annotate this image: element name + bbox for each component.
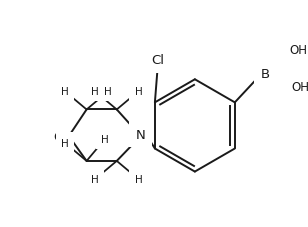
- Text: H: H: [135, 87, 142, 97]
- Text: H: H: [61, 138, 69, 148]
- Text: OH: OH: [289, 43, 307, 56]
- Text: H: H: [104, 87, 112, 97]
- Text: H: H: [91, 174, 99, 184]
- Text: O: O: [53, 130, 63, 143]
- Text: H: H: [91, 87, 99, 97]
- Text: H: H: [135, 174, 142, 184]
- Text: OH: OH: [292, 81, 308, 94]
- Text: N: N: [136, 128, 146, 141]
- Text: H: H: [61, 87, 69, 97]
- Text: Cl: Cl: [151, 54, 164, 67]
- Text: B: B: [261, 68, 270, 81]
- Text: H: H: [101, 135, 109, 145]
